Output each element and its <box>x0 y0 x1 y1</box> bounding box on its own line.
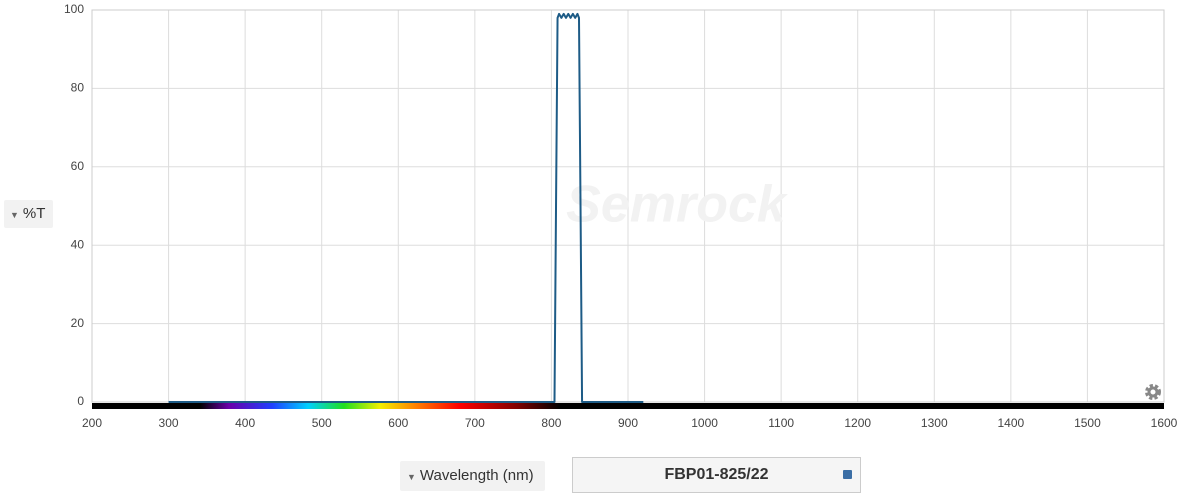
x-tick-label: 1500 <box>1074 416 1101 430</box>
settings-icon[interactable] <box>1145 384 1161 400</box>
x-tick-label: 400 <box>235 416 255 430</box>
x-axis-label: Wavelength (nm) <box>419 467 534 484</box>
x-tick-label: 900 <box>618 416 638 430</box>
y-axis-label: %T <box>22 205 46 222</box>
x-tick-label: 1100 <box>768 416 794 430</box>
x-tick-label: 600 <box>388 416 408 430</box>
legend-item[interactable]: FBP01-825/22 <box>572 457 861 493</box>
series-line <box>168 12 644 403</box>
y-axis-button[interactable]: ▼ %T <box>4 200 53 228</box>
x-tick-label: 200 <box>82 416 102 430</box>
x-tick-label: 1000 <box>691 416 718 430</box>
y-tick-label: 80 <box>71 81 85 95</box>
save-icon[interactable] <box>843 470 852 479</box>
x-tick-label: 1300 <box>921 416 948 430</box>
x-tick-label: 1600 <box>1151 416 1178 430</box>
legend-label: FBP01-825/22 <box>664 466 769 483</box>
x-tick-label: 800 <box>541 416 561 430</box>
x-tick-label: 500 <box>312 416 332 430</box>
watermark: Semrock <box>566 176 789 234</box>
y-tick-label: 20 <box>71 316 85 330</box>
spectrum-bar <box>200 403 560 409</box>
x-axis-button[interactable]: ▼ Wavelength (nm) <box>400 461 545 491</box>
y-tick-label: 100 <box>64 2 84 16</box>
series-layer <box>168 12 644 403</box>
y-tick-label: 0 <box>77 394 84 408</box>
y-tick-label: 40 <box>71 237 85 251</box>
x-tick-label: 300 <box>159 416 179 430</box>
x-tick-label: 1400 <box>998 416 1025 430</box>
x-tick-label: 700 <box>465 416 485 430</box>
x-tick-label: 1200 <box>844 416 871 430</box>
spectrum-base <box>92 403 1164 409</box>
y-tick-label: 60 <box>71 159 85 173</box>
